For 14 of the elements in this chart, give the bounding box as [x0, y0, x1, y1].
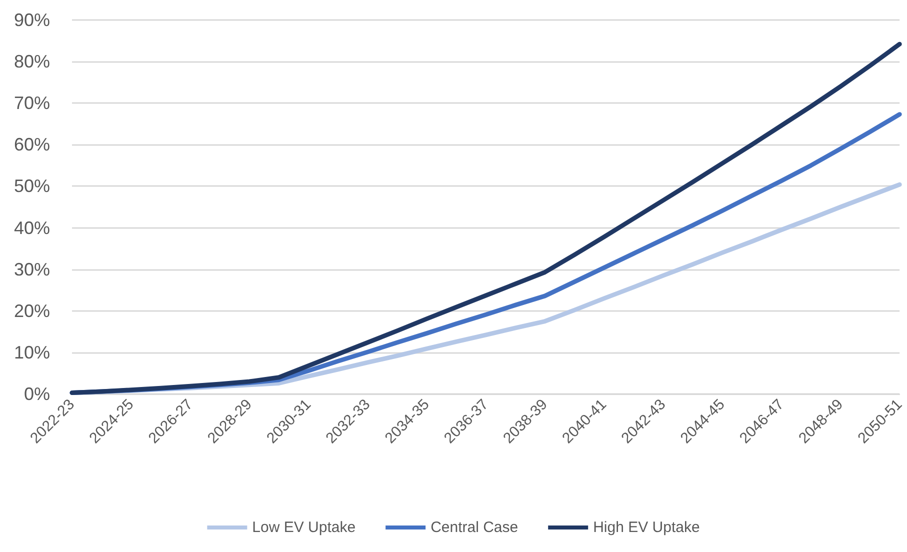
- y-tick-label: 90%: [14, 10, 50, 30]
- y-tick-label: 20%: [14, 300, 50, 321]
- y-tick-label: 0%: [24, 384, 50, 404]
- y-tick-label: 60%: [14, 134, 50, 155]
- y-tick-label: 30%: [14, 259, 50, 280]
- y-tick-label: 10%: [14, 342, 50, 362]
- legend-label: Low EV Uptake: [252, 519, 356, 536]
- y-tick-label: 50%: [14, 176, 50, 196]
- legend-label: Central Case: [430, 519, 518, 536]
- y-tick-label: 80%: [14, 52, 50, 72]
- y-tick-label: 70%: [14, 93, 50, 114]
- y-tick-label: 40%: [14, 218, 50, 238]
- line-series: [70, 42, 902, 396]
- legend-label: High EV Uptake: [593, 519, 700, 536]
